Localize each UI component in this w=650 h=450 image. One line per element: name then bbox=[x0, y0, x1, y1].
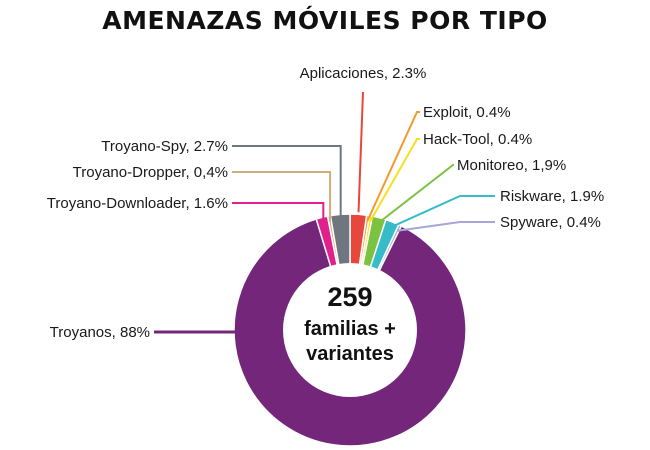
center-text-line1: familias + bbox=[304, 318, 396, 340]
chart-title: AMENAZAS MÓVILES POR TIPO bbox=[102, 6, 548, 35]
leader-troyano-downloader bbox=[232, 202, 325, 224]
label-troyanos: Troyanos, 88% bbox=[50, 324, 150, 341]
label-troyano-downloader: Troyano-Downloader, 1.6% bbox=[47, 195, 228, 212]
center-text-line2: variantes bbox=[306, 343, 394, 365]
donut-hole bbox=[283, 263, 417, 397]
leader-troyano-spy bbox=[232, 145, 342, 221]
label-aplicaciones: Aplicaciones, 2.3% bbox=[300, 65, 427, 82]
label-exploit: Exploit, 0.4% bbox=[423, 104, 511, 121]
leader-spyware bbox=[397, 221, 495, 232]
label-hack-tool: Hack-Tool, 0.4% bbox=[423, 131, 532, 148]
label-monitoreo: Monitoreo, 1,9% bbox=[457, 157, 566, 174]
center-number: 259 bbox=[327, 282, 372, 312]
leader-hack-tool bbox=[369, 138, 420, 223]
slice-labels: Aplicaciones, 2.3% Exploit, 0.4% Hack-Tool… bbox=[47, 65, 604, 341]
leader-riskware bbox=[389, 195, 495, 229]
label-troyano-spy: Troyano-Spy, 2.7% bbox=[101, 138, 228, 155]
leader-exploit bbox=[366, 111, 420, 222]
leader-lines bbox=[154, 91, 495, 334]
label-spyware: Spyware, 0.4% bbox=[500, 214, 601, 231]
leader-monitoreo bbox=[377, 164, 454, 225]
label-riskware: Riskware, 1.9% bbox=[500, 188, 604, 205]
leader-aplicaciones bbox=[357, 91, 364, 213]
leader-troyano-dropper bbox=[232, 171, 332, 222]
label-troyano-dropper: Troyano-Dropper, 0,4% bbox=[73, 164, 228, 181]
